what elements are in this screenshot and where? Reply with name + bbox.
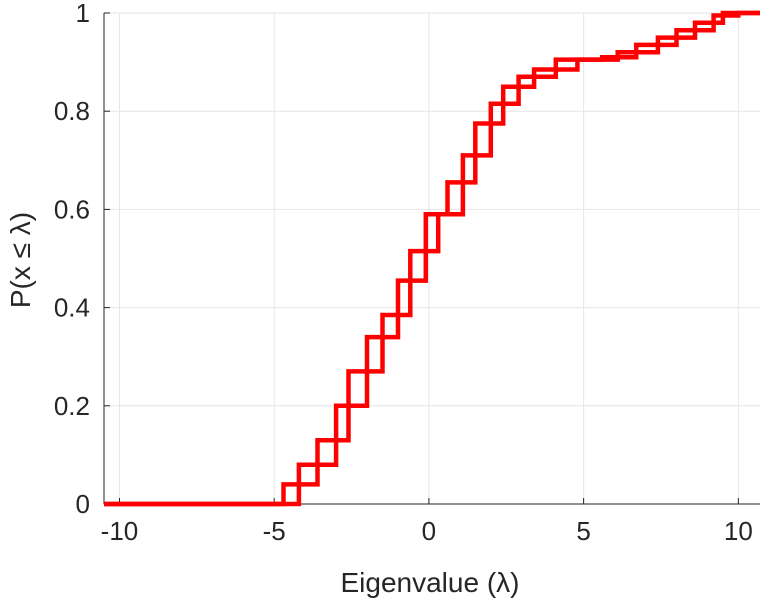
y-tick-label: 1 <box>76 0 90 28</box>
x-tick-label: 5 <box>576 516 590 546</box>
y-axis-label: P(x ≤ λ) <box>5 212 36 308</box>
y-tick-label: 0.4 <box>54 293 90 323</box>
x-axis-label: Eigenvalue (λ) <box>341 567 520 598</box>
y-tick-label: 0.2 <box>54 391 90 421</box>
x-tick-label: -5 <box>263 516 286 546</box>
y-tick-label: 0.8 <box>54 96 90 126</box>
x-tick-label: 0 <box>422 516 436 546</box>
x-tick-label: 10 <box>724 516 753 546</box>
x-tick-label: -10 <box>101 516 139 546</box>
cdf-lower-step-line <box>104 10 760 507</box>
grid <box>104 12 760 505</box>
series-lines <box>104 10 760 507</box>
cdf-upper-step-line <box>104 10 760 507</box>
y-tick-label: 0 <box>76 489 90 519</box>
y-tick-label: 0.6 <box>54 194 90 224</box>
axes <box>103 12 760 505</box>
tick-labels: -10 -5 0 5 10 0 0.2 0.4 0.6 0.8 1 <box>54 0 753 546</box>
